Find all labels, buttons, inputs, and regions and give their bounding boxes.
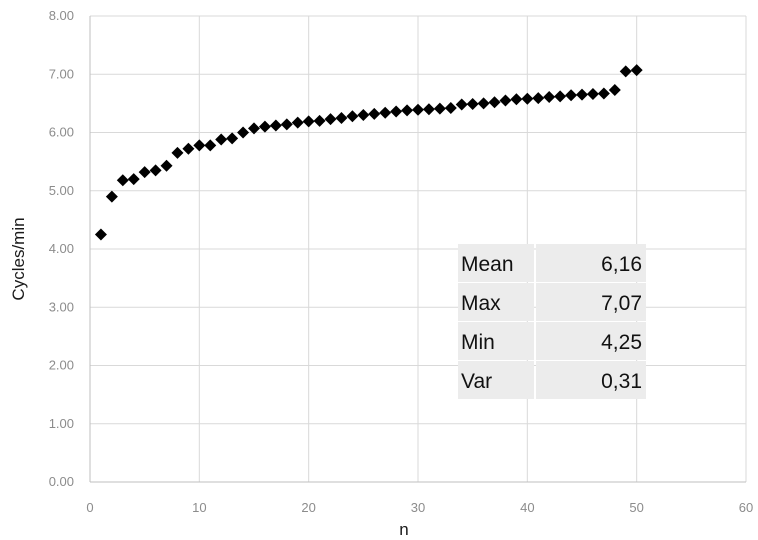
data-point — [127, 173, 140, 186]
data-point — [412, 103, 424, 116]
data-point — [433, 102, 446, 115]
stats-label-cell — [458, 244, 534, 282]
x-tick-label: 0 — [86, 500, 93, 515]
data-point — [138, 166, 151, 179]
data-point — [291, 116, 304, 129]
y-tick-label: 4.00 — [49, 241, 74, 256]
data-point — [466, 97, 479, 110]
stats-value-cell — [536, 322, 646, 360]
data-point — [477, 97, 490, 110]
data-point — [390, 105, 403, 118]
data-point — [171, 146, 184, 159]
data-point — [608, 83, 621, 96]
data-point — [532, 92, 545, 105]
x-tick-label: 30 — [411, 500, 425, 515]
data-point — [357, 109, 370, 122]
data-point — [204, 139, 217, 152]
data-point — [499, 94, 512, 107]
stats-label-cell — [458, 361, 534, 399]
grid-lines — [90, 15, 747, 482]
data-point — [269, 119, 282, 132]
data-point — [94, 228, 107, 241]
y-tick-label: 6.00 — [49, 125, 74, 140]
data-point — [368, 107, 381, 120]
data-point — [160, 159, 173, 172]
data-point — [105, 190, 118, 203]
stats-label-cell — [458, 283, 534, 321]
data-point — [576, 88, 588, 101]
stats-value: 6,16 — [601, 253, 642, 276]
y-tick-label: 1.00 — [49, 416, 74, 431]
data-point — [455, 98, 468, 111]
data-point — [313, 114, 326, 127]
data-point — [521, 92, 534, 105]
stats-label: Var — [461, 370, 492, 393]
y-tick-label: 3.00 — [49, 299, 74, 314]
stats-label: Min — [461, 331, 495, 354]
x-tick-label: 20 — [301, 500, 315, 515]
data-point — [554, 90, 567, 103]
stats-value: 0,31 — [601, 370, 642, 393]
x-tick-label: 40 — [520, 500, 534, 515]
stats-label: Max — [461, 292, 501, 315]
y-axis-title: Cycles/min — [9, 217, 28, 300]
stats-label: Mean — [461, 253, 514, 276]
data-point — [248, 122, 260, 135]
stats-value-cell — [536, 244, 646, 282]
data-point — [543, 90, 556, 103]
data-point — [565, 89, 578, 102]
data-point — [116, 174, 129, 187]
stats-label-cell — [458, 322, 534, 360]
data-point — [619, 65, 632, 78]
data-point — [488, 96, 501, 109]
data-point — [630, 64, 643, 77]
stats-value: 4,25 — [601, 331, 642, 354]
y-tick-label: 5.00 — [49, 183, 74, 198]
data-point — [226, 132, 239, 145]
data-point — [182, 142, 195, 155]
stats-value-cell — [536, 361, 646, 399]
data-point — [422, 103, 435, 116]
y-tick-label: 2.00 — [49, 358, 74, 373]
stats-value-cell — [536, 283, 646, 321]
x-axis-title: n — [399, 520, 408, 539]
data-point — [193, 139, 206, 152]
data-point — [258, 120, 271, 133]
data-point — [510, 93, 523, 106]
data-point — [379, 106, 392, 119]
y-tick-label: 0.00 — [49, 474, 74, 489]
data-point — [586, 88, 599, 101]
data-point — [597, 87, 610, 100]
data-point — [401, 104, 414, 117]
data-point — [237, 126, 250, 139]
stats-table: Mean 6,16 Max 7,07 Min 4,25 Var 0,31 — [458, 244, 646, 399]
data-point — [215, 133, 228, 146]
data-point — [335, 111, 348, 124]
x-tick-label: 60 — [739, 500, 753, 515]
data-points — [94, 64, 643, 241]
data-point — [149, 164, 162, 177]
data-point — [346, 110, 359, 123]
data-point — [302, 115, 315, 128]
data-point — [324, 113, 337, 126]
stats-value: 7,07 — [601, 292, 642, 315]
tick-labels: 0.00 1.00 2.00 3.00 4.00 5.00 6.00 7.00 8.00 0 10 2… — [49, 8, 754, 515]
data-point — [280, 118, 293, 131]
x-tick-label: 10 — [192, 500, 206, 515]
y-tick-label: 8.00 — [49, 8, 74, 23]
y-tick-label: 7.00 — [49, 66, 74, 81]
x-tick-label: 50 — [629, 500, 643, 515]
data-point — [444, 102, 457, 115]
axes — [89, 16, 746, 483]
